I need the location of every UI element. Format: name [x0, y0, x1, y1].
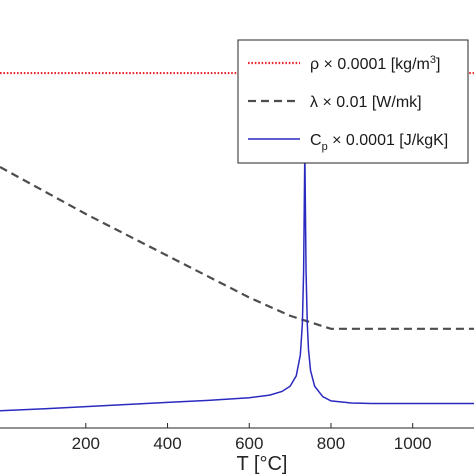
- x-axis-label: T [°C]: [237, 453, 288, 474]
- legend-label-2: λ × 0.01 [W/mk]: [310, 94, 422, 111]
- series-line-2: [0, 166, 474, 330]
- series-line-3: [0, 151, 474, 412]
- x-tick-label: 600: [235, 434, 263, 453]
- x-tick-label: 400: [153, 434, 181, 453]
- legend-label-1: ρ × 0.0001 [kg/m3]: [310, 54, 440, 73]
- x-tick-label: 1000: [394, 434, 432, 453]
- x-tick-label: 800: [317, 434, 345, 453]
- legend-label-3: Cp × 0.0001 [J/kgK]: [310, 132, 448, 153]
- x-tick-label: 200: [72, 434, 100, 453]
